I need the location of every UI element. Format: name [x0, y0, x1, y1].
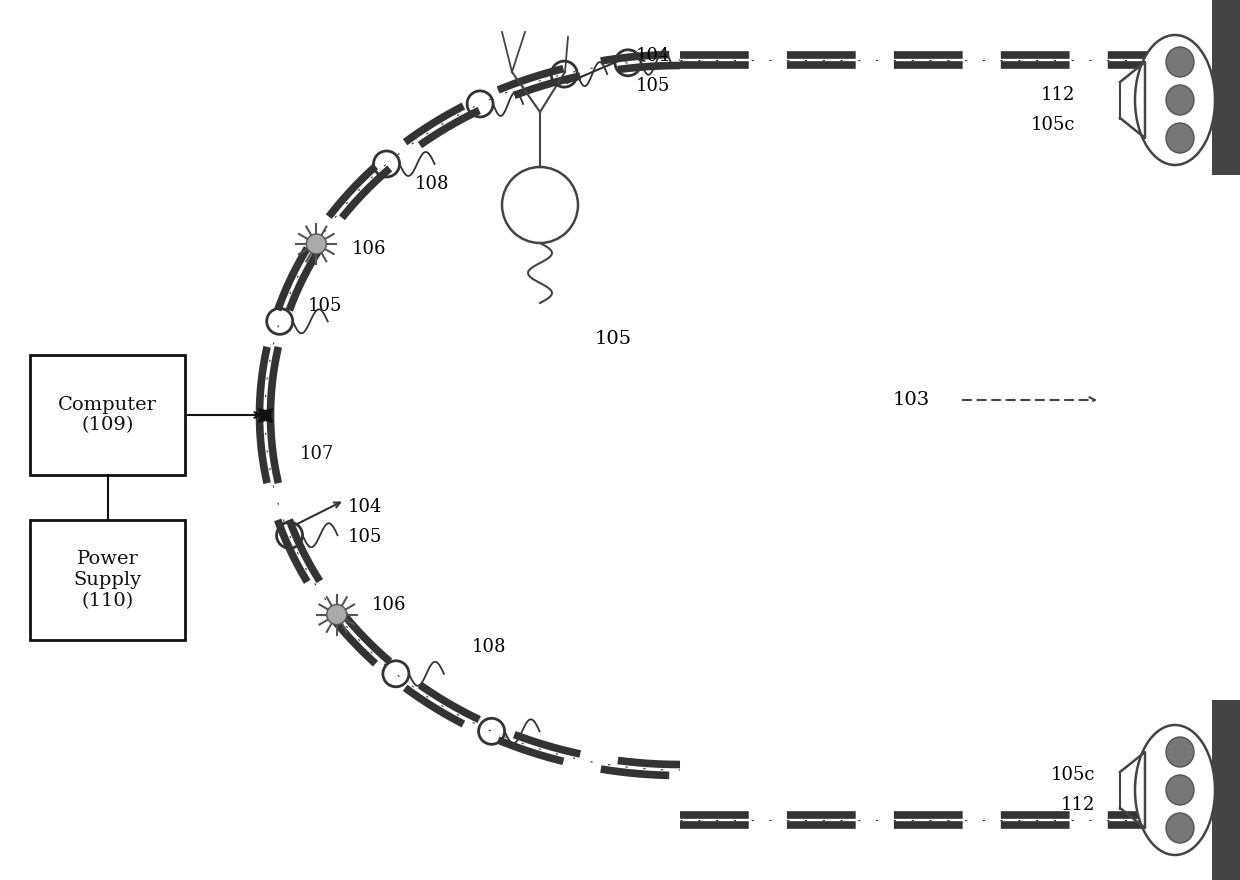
Text: 105c: 105c	[1050, 766, 1095, 784]
Text: Power
Supply
(110): Power Supply (110)	[73, 550, 141, 610]
Circle shape	[327, 605, 347, 625]
Ellipse shape	[1166, 85, 1194, 115]
Ellipse shape	[1166, 737, 1194, 767]
Bar	[30, 520, 185, 640]
Text: Computer
(109): Computer (109)	[58, 396, 157, 435]
Ellipse shape	[1166, 47, 1194, 77]
Text: 107: 107	[300, 445, 335, 463]
Ellipse shape	[1166, 813, 1194, 843]
Ellipse shape	[1166, 123, 1194, 153]
Text: 103: 103	[893, 391, 930, 409]
Text: 105: 105	[595, 330, 632, 348]
Text: 105: 105	[347, 528, 382, 546]
Text: 106: 106	[351, 240, 386, 258]
Circle shape	[306, 234, 326, 254]
Text: 105: 105	[308, 297, 342, 315]
Ellipse shape	[1166, 775, 1194, 805]
Text: 105: 105	[636, 77, 671, 95]
Text: 104: 104	[347, 498, 382, 517]
Bar	[1211, 700, 1240, 880]
Ellipse shape	[1135, 35, 1215, 165]
Bar	[1211, 0, 1240, 175]
Text: 108: 108	[414, 175, 449, 193]
Text: 108: 108	[471, 638, 506, 656]
Text: 104: 104	[636, 48, 671, 65]
Bar	[30, 355, 185, 475]
Text: 112: 112	[1060, 796, 1095, 814]
Text: 112: 112	[1040, 86, 1075, 104]
Ellipse shape	[1135, 725, 1215, 855]
Text: 106: 106	[372, 596, 407, 613]
Text: 105c: 105c	[1030, 116, 1075, 134]
